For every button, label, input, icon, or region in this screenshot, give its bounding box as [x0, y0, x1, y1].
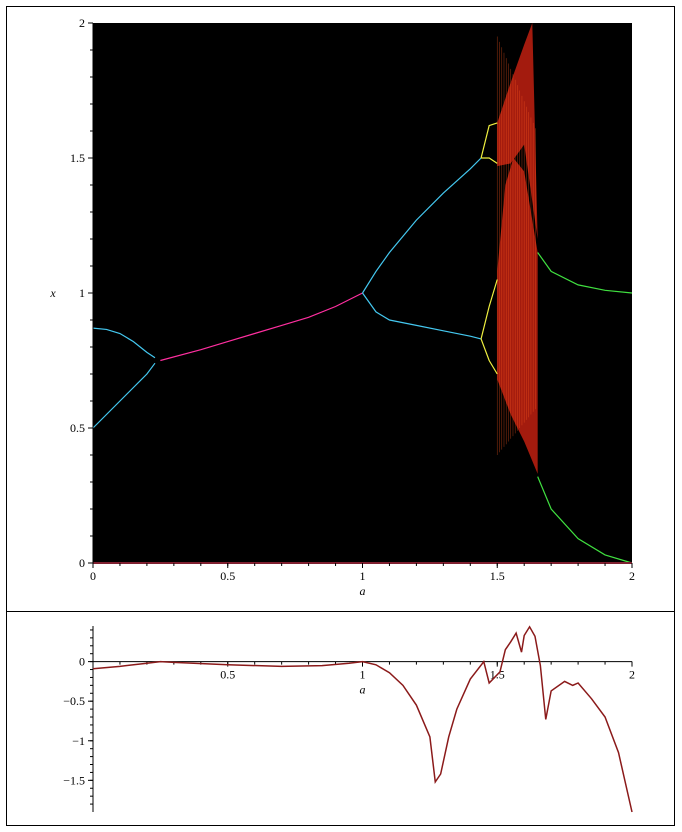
x-tick-label: 1: [360, 569, 366, 583]
branch-2-upper: [361, 157, 482, 294]
lyapunov-chart: 0.5 1 1.5 20−0.5−1−1.5a: [63, 625, 635, 813]
x-tick-label: 0: [90, 569, 96, 583]
x-tick-label: 1: [360, 668, 366, 682]
x-tick-label: 0.5: [220, 668, 235, 682]
y-tick-label: 1: [79, 286, 85, 300]
branch-4-upper: [537, 252, 633, 294]
x-tick-label: 0.5: [220, 569, 235, 583]
x-tick-label: 1.5: [490, 569, 505, 583]
branch-4-lower: [537, 476, 633, 564]
lyapunov-panel: 0.5 1 1.5 2 0 −0.5 −1 −1.5 a: [6, 611, 675, 826]
y-tick-label: 1.5: [70, 151, 85, 165]
branch-1: [160, 292, 363, 362]
branch-0-lower: [92, 362, 156, 429]
branch-3-upper-a: [480, 122, 498, 159]
bifurcation-chart: 0 0.5 1 1.5 2 0 0.5 1 1.5 2 a x: [49, 16, 635, 598]
x-axis-label: a: [360, 584, 366, 598]
branch-3-lower-b: [480, 279, 498, 340]
y-tick-label: −1.5: [63, 773, 85, 787]
branch-0-upper: [92, 327, 156, 359]
x-axis-label: a: [360, 683, 366, 697]
branch-2-lower: [362, 292, 482, 340]
branch-3-upper-b: [481, 157, 498, 164]
y-tick-label: 0: [79, 556, 85, 570]
x-tick-label: 2: [629, 569, 635, 583]
branch-3-lower-a: [480, 338, 498, 375]
y-axis-label: x: [49, 286, 56, 300]
bifurcation-panel: 0 0.5 1 1.5 2 0 0.5 1 1.5 2 a x: [6, 6, 675, 612]
y-tick-label: −0.5: [63, 694, 85, 708]
y-tick-label: 2: [79, 16, 85, 30]
x-tick-label: 2: [629, 668, 635, 682]
y-tick-label: 0.5: [70, 421, 85, 435]
y-tick-label: 0: [79, 655, 85, 669]
lyapunov-line: [92, 625, 633, 813]
y-tick-label: −1: [72, 734, 85, 748]
